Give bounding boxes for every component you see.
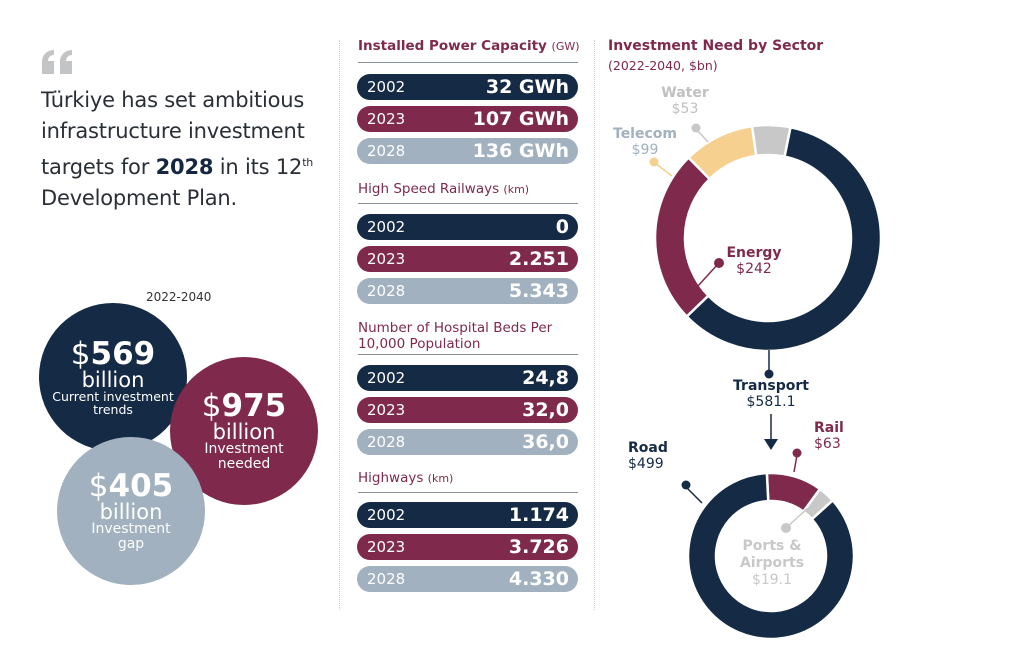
leader-dot-energy	[714, 258, 724, 268]
bubble-current-investment: $569 billion Current investment trends	[39, 303, 187, 451]
amount: $975	[201, 388, 287, 424]
amount: $569	[70, 336, 156, 372]
bubble-investment-gap: $405 billion Investment gap	[57, 437, 205, 585]
slice-water	[750, 123, 792, 159]
description: Investment	[204, 441, 284, 457]
label-telecom: Telecom $99	[613, 126, 677, 158]
metric-row: 2028 36,0	[357, 429, 578, 455]
chart-subtitle: (2022-2040, $bn)	[608, 58, 718, 73]
divider	[358, 62, 578, 63]
metric-row: 2002 32 GWh	[357, 74, 578, 100]
metric-row: 2023 2.251	[357, 246, 578, 272]
sector-donut-charts	[649, 123, 883, 641]
target-year: 2028	[155, 155, 214, 179]
description-2: needed	[217, 456, 271, 472]
divider	[358, 492, 578, 493]
intro-statement: Türkiye has set ambitious infrastructure…	[41, 88, 314, 210]
leader-ports	[786, 507, 809, 528]
metric-row: 2023 32,0	[357, 397, 578, 423]
slice-transport	[684, 125, 883, 353]
label-transport: Transport $581.1	[733, 378, 809, 410]
metric-row: 2002 1.174	[357, 502, 578, 528]
metric-title-highways: Highways (km)	[358, 470, 454, 486]
column-divider	[339, 40, 340, 610]
metric-title-railways: High Speed Railways (km)	[358, 181, 530, 197]
metric-row: 2023 3.726	[357, 534, 578, 560]
label-ports-airports: Ports & Airports $19.1	[739, 538, 805, 588]
column-divider	[594, 40, 595, 610]
description: Current investment	[52, 389, 174, 404]
slice-road	[686, 471, 856, 641]
metric-title-power: Installed Power Capacity (GW)	[358, 38, 580, 54]
leader-dot-water	[691, 123, 701, 133]
description: Investment	[91, 521, 171, 537]
metric-row: 2028 136 GWh	[357, 138, 578, 164]
amount: $405	[88, 468, 174, 504]
arrow-head-icon	[764, 439, 778, 450]
leader-dot-transport	[764, 369, 774, 379]
label-water: Water $53	[661, 85, 709, 117]
leader-rail	[793, 454, 798, 473]
metric-row: 2023 107 GWh	[357, 106, 578, 132]
description-2: trends	[93, 402, 133, 417]
leader-dot-road	[681, 480, 691, 490]
metric-title-hospital-beds: Number of Hospital Beds Per 10,000 Popul…	[358, 320, 553, 352]
unit: billion	[212, 420, 276, 444]
quote-icon	[42, 50, 72, 74]
leader-dot-telecom	[649, 157, 659, 167]
unit: billion	[99, 500, 163, 524]
transport-donut	[686, 471, 856, 641]
divider	[358, 203, 578, 204]
metric-row: 2002 0	[357, 214, 578, 240]
label-road: Road $499	[628, 440, 668, 472]
period-label: 2022-2040	[146, 290, 212, 304]
leader-telecom	[654, 162, 673, 177]
leader-dot-rail	[792, 448, 802, 458]
leader-water	[696, 129, 709, 143]
sector-donut	[653, 123, 883, 353]
metric-row: 2028 4.330	[357, 566, 578, 592]
chart-title: Investment Need by Sector	[608, 38, 824, 54]
metric-row: 2002 24,8	[357, 365, 578, 391]
label-rail: Rail $63	[814, 420, 844, 452]
metric-row: 2028 5.343	[357, 278, 578, 304]
leader-road	[685, 486, 703, 504]
unit: billion	[81, 368, 145, 392]
divider	[358, 354, 578, 355]
leader-dot-ports	[781, 523, 791, 533]
label-energy: Energy $242	[726, 245, 782, 277]
slice-energy	[653, 155, 712, 319]
leader-energy	[696, 263, 719, 288]
description-2: gap	[117, 536, 145, 552]
